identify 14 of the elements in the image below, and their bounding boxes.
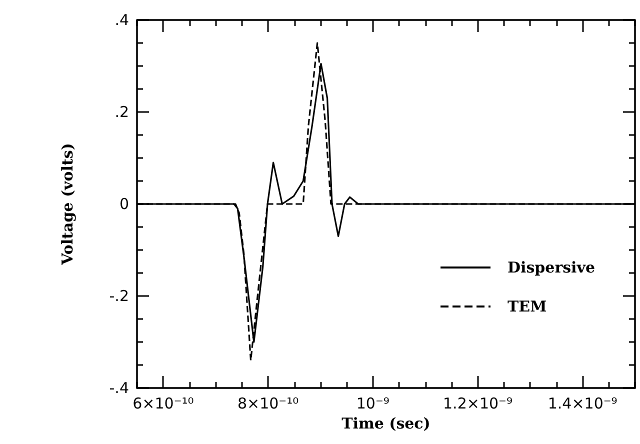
y-tick-label: .2 — [114, 103, 129, 121]
x-tick-label: 1.2×10⁻⁹ — [443, 394, 512, 412]
y-tick-label: 0 — [119, 195, 129, 213]
y-tick-label: -.2 — [109, 287, 129, 305]
legend-label: Dispersive — [508, 258, 596, 276]
y-tick-label: .4 — [114, 11, 129, 29]
y-tick-label: -.4 — [109, 379, 129, 397]
x-axis-title: Time (sec) — [342, 414, 430, 432]
legend-label: TEM — [508, 298, 547, 316]
x-tick-label: 10⁻⁹ — [356, 394, 390, 412]
x-tick-label: 6×10⁻¹⁰ — [132, 394, 194, 412]
y-axis-title: Voltage (volts) — [58, 143, 76, 266]
x-tick-label: 8×10⁻¹⁰ — [237, 394, 299, 412]
x-tick-label: 1.4×10⁻⁹ — [548, 394, 618, 412]
